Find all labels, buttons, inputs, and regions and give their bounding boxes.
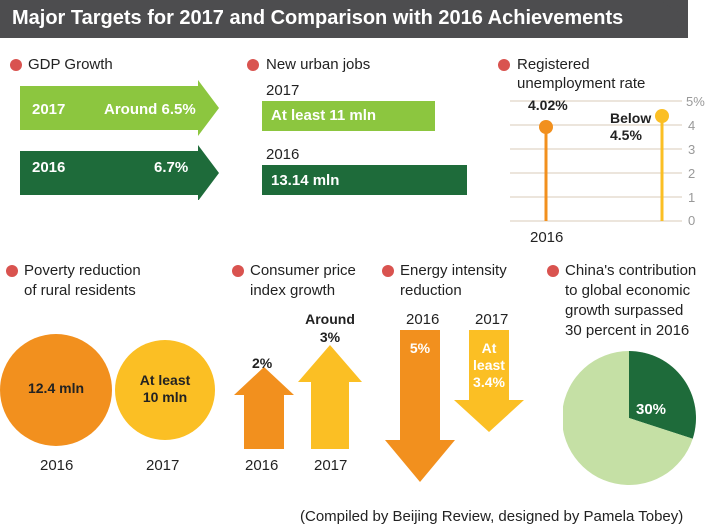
footer-credit: (Compiled by Beijing Review, designed by…: [300, 508, 684, 525]
unemployment-point-2016: [539, 120, 553, 134]
poverty-circle-2016: [0, 334, 112, 446]
cpi-2016-value: 2%: [252, 355, 273, 371]
pie-slice-rest-of-world: [563, 351, 693, 485]
unemployment-tick-4: 4: [688, 118, 695, 133]
energy-year-2017: 2017: [475, 311, 509, 328]
poverty-year-2017: 2017: [146, 457, 180, 474]
poverty-bullet: [6, 265, 18, 277]
unemployment-bullet: [498, 59, 510, 71]
poverty-2016-value: 12.4 mln: [27, 380, 85, 396]
jobs-2016-year: 2016: [266, 146, 300, 163]
energy-label-line1: Energy intensity: [400, 262, 507, 279]
gdp-2017-value: Around 6.5%: [104, 101, 196, 118]
pie-slice-china: [629, 351, 696, 439]
jobs-bar-2016: [262, 165, 467, 195]
gdp-arrows: [20, 80, 219, 200]
poverty-year-2016: 2016: [40, 457, 74, 474]
unemployment-tick-5: 5%: [686, 95, 705, 109]
unemployment-label-line1: Registered: [517, 56, 590, 73]
unemployment-tick-3: 3: [688, 142, 695, 157]
cpi-2017-value-line1: Around: [305, 311, 355, 327]
title-banner-tip: [660, 0, 688, 38]
gdp-2016-value: 6.7%: [154, 159, 189, 176]
jobs-2016-value: 13.14 mln: [271, 172, 340, 189]
unemployment-2017-value-line2: 4.5%: [610, 127, 642, 143]
gdp-label: GDP Growth: [28, 56, 113, 73]
energy-arrow-2017: [454, 330, 524, 432]
title-banner: [0, 0, 688, 38]
unemployment-chart: 5% 4 3 2 1 0: [510, 95, 705, 225]
contribution-label-line4: 30 percent in 2016: [565, 322, 690, 339]
energy-arrows: [385, 330, 524, 482]
contribution-label-line3: growth surpassed: [565, 302, 684, 319]
energy-2017-value-line2: least: [473, 357, 505, 373]
energy-2016-value: 5%: [409, 340, 431, 356]
jobs-2017-value: At least 11 mln: [271, 107, 377, 124]
cpi-2017-value-line2: 3%: [319, 329, 341, 345]
energy-bullet: [382, 265, 394, 277]
jobs-2017-year: 2017: [266, 82, 300, 99]
unemployment-point-2017: [655, 109, 669, 123]
unemployment-2016-value: 4.02%: [528, 97, 568, 113]
energy-arrow-2016: [385, 330, 455, 482]
cpi-bullet: [232, 265, 244, 277]
contribution-label-line1: China's contribution: [565, 262, 697, 279]
gdp-bullet: [10, 59, 22, 71]
cpi-arrow-2016: [234, 367, 294, 449]
page-title: Major Targets for 2017 and Comparison wi…: [12, 7, 624, 29]
unemployment-gridlines: [510, 100, 682, 222]
unemployment-tick-0: 0: [688, 213, 695, 225]
contribution-value: 30%: [636, 401, 667, 418]
energy-2017-value-line1: At: [481, 340, 497, 356]
unemployment-tick-2: 2: [688, 166, 695, 181]
poverty-circles: [0, 334, 215, 446]
unemployment-tick-1: 1: [688, 190, 695, 205]
jobs-label: New urban jobs: [266, 56, 371, 73]
gdp-arrow-2017: [20, 80, 219, 136]
gdp-2017-year: 2017: [32, 101, 66, 118]
poverty-label-line1: Poverty reduction: [24, 262, 141, 279]
unemployment-2017-value-line1: Below: [610, 110, 652, 126]
cpi-year-2017: 2017: [314, 457, 348, 474]
cpi-arrow-2017: [298, 345, 362, 449]
poverty-circle-2017: [115, 340, 215, 440]
energy-2017-value-line3: 3.4%: [473, 374, 505, 390]
cpi-label-line1: Consumer price: [250, 262, 356, 279]
unemployment-label-line2: unemployment rate: [517, 75, 646, 92]
poverty-2017-value-line2: 10 mln: [142, 389, 188, 405]
poverty-label-line2: of rural residents: [24, 282, 136, 299]
jobs-bullet: [247, 59, 259, 71]
contribution-pie: [563, 351, 696, 485]
energy-year-2016: 2016: [406, 311, 440, 328]
energy-label-line2: reduction: [400, 282, 462, 299]
jobs-bar-2017: [262, 101, 435, 131]
unemployment-year: 2016: [530, 229, 564, 246]
cpi-year-2016: 2016: [245, 457, 279, 474]
gdp-2016-year: 2016: [32, 159, 66, 176]
contribution-label-line2: to global economic: [565, 282, 691, 299]
poverty-2017-value-line1: At least: [139, 372, 191, 388]
cpi-label-line2: index growth: [250, 282, 336, 299]
cpi-arrows: [234, 345, 362, 449]
gdp-arrow-2016: [20, 145, 219, 200]
contribution-bullet: [547, 265, 559, 277]
